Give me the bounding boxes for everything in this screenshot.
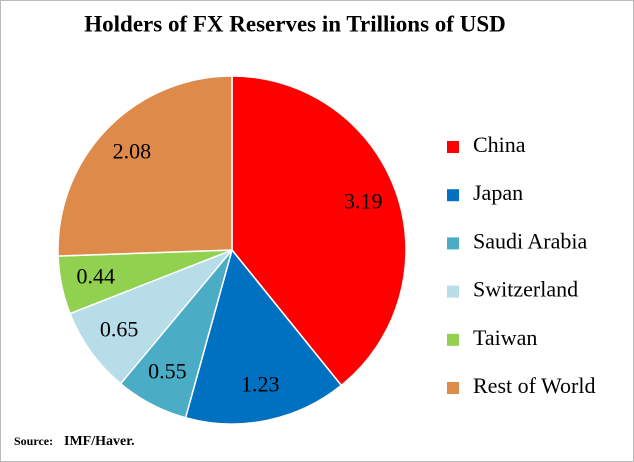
legend-label: Japan [473, 180, 523, 205]
legend-swatch [447, 382, 459, 394]
data-label: 0.65 [100, 317, 139, 342]
data-label: 0.55 [148, 358, 187, 383]
data-label: 1.23 [241, 371, 280, 396]
legend-label: Switzerland [473, 277, 578, 302]
data-label: 0.44 [76, 263, 115, 288]
legend-label: Rest of World [473, 373, 595, 398]
source-label: Source: [14, 434, 53, 448]
legend-swatch [447, 189, 459, 202]
legend-swatch [447, 237, 459, 250]
pie-slice [231, 75, 407, 387]
pie-slice [57, 75, 233, 257]
legend-label: Saudi Arabia [473, 228, 587, 253]
legend-swatch [447, 333, 459, 346]
data-label: 3.19 [344, 189, 383, 214]
chart-title: Holders of FX Reserves in Trillions of U… [84, 11, 505, 36]
pie-slice [184, 248, 343, 425]
legend-label: Taiwan [473, 325, 537, 350]
source: IMF/Haver. [64, 434, 135, 449]
data-label: 2.08 [113, 138, 152, 163]
legend-swatch [447, 285, 459, 298]
legend-swatch [447, 141, 459, 153]
legend-label: China [473, 132, 526, 157]
